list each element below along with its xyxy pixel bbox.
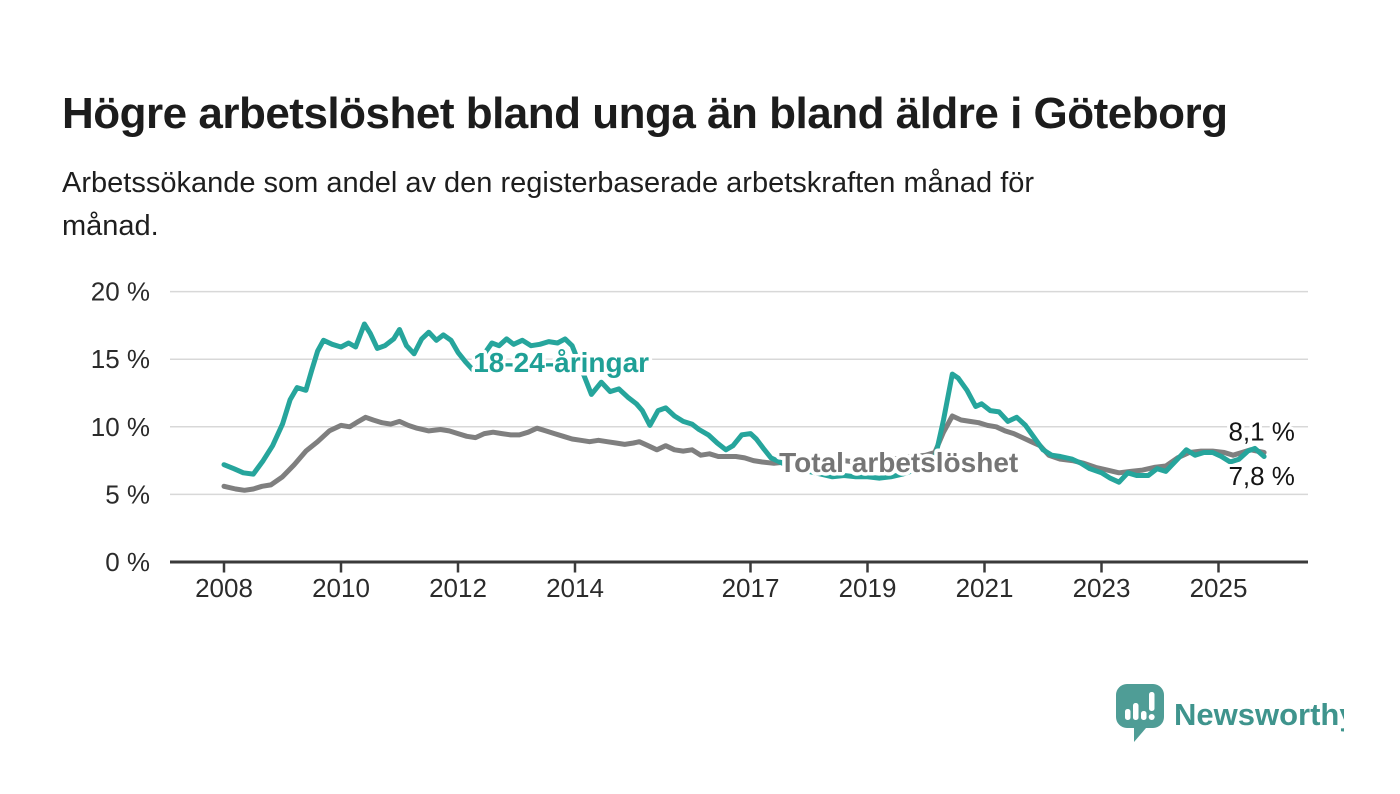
- x-axis: 2008 2010 2012 2014 2017 2019 2021 2023 2025: [170, 560, 1308, 603]
- x-tick-label: 2019: [839, 573, 897, 603]
- gridlines: [170, 290, 1308, 496]
- y-tick-label: 5 %: [105, 479, 150, 509]
- unemployment-line-chart: 2008 2010 2012 2014 2017 2019 2021 2023 2025 0 % 5…: [91, 277, 1308, 603]
- series-label-total: Total arbetslöshet: [779, 447, 1018, 478]
- y-tick-label: 15 %: [91, 344, 150, 374]
- x-tick-label: 2008: [195, 573, 253, 603]
- page-title: Högre arbetslöshet bland unga än bland ä…: [62, 89, 1228, 139]
- y-tick-label: 0 %: [105, 547, 150, 577]
- x-tick-label: 2014: [546, 573, 604, 603]
- newsworthy-wordmark: Newsworthy: [1174, 697, 1344, 732]
- x-tick-label: 2021: [956, 573, 1014, 603]
- x-tick-label: 2012: [429, 573, 487, 603]
- chart-subtitle-line1: Arbetssökande som andel av den registerb…: [62, 167, 1035, 199]
- series-line-youth: [221, 321, 1267, 485]
- chart-subtitle-line2: månad.: [62, 210, 159, 242]
- x-tick-label: 2023: [1073, 573, 1131, 603]
- series-label-youth: 18-24-åringar: [473, 347, 649, 378]
- x-tick-label: 2010: [312, 573, 370, 603]
- end-value-label-1: 7,8 %: [1228, 461, 1295, 491]
- bar-chart-speech-bubble-icon: [1116, 684, 1164, 742]
- x-tick-label: 2025: [1190, 573, 1248, 603]
- x-tick-label: 2017: [722, 573, 780, 603]
- y-tick-label: 10 %: [91, 412, 150, 442]
- chart-subtitle: Arbetssökande som andel av den registerb…: [62, 162, 1342, 248]
- newsworthy-logo: Newsworthy: [1116, 684, 1344, 742]
- y-tick-label: 20 %: [91, 277, 150, 307]
- y-axis: 0 % 5 % 10 % 15 % 20 %: [91, 277, 150, 577]
- end-value-label-0: 8,1 %: [1228, 416, 1295, 446]
